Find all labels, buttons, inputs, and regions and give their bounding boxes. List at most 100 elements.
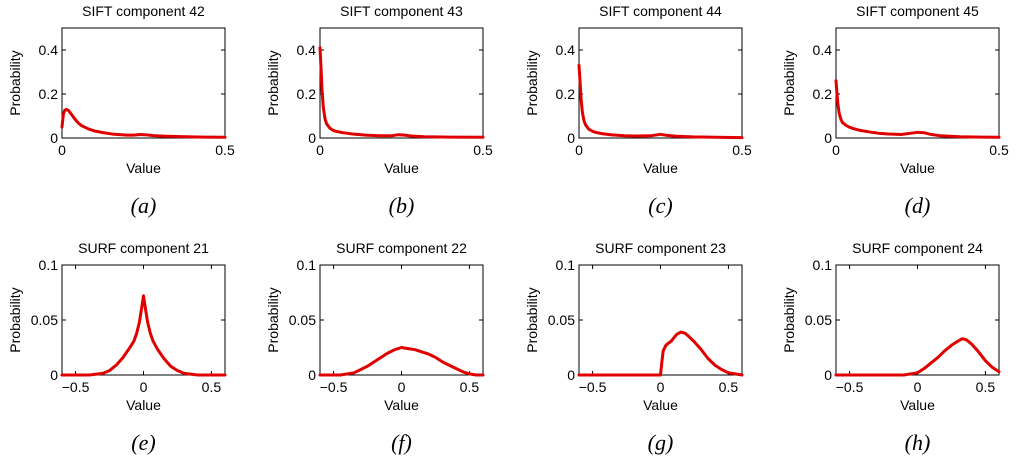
x-axis-label: Value: [126, 160, 161, 176]
series-line: [318, 346, 485, 377]
x-tick-label: 0: [398, 379, 406, 395]
y-tick-label: 0: [824, 130, 832, 146]
y-axis-label: Probability: [7, 287, 23, 352]
chart-title: SIFT component 42: [82, 3, 205, 19]
y-tick-label: 0: [308, 130, 316, 146]
x-tick-label: 0: [657, 379, 665, 395]
chart-panel: SIFT component 42 0 0.5 0 0.2 0.4 Value Probabi…: [7, 3, 235, 218]
x-axis-label: Value: [126, 397, 161, 413]
x-tick-label: 0.5: [732, 142, 752, 158]
y-axis-label: Probability: [265, 50, 281, 115]
y-tick-label: 0.1: [556, 257, 576, 273]
y-tick-label: 0.05: [289, 312, 316, 328]
y-axis-label: Probability: [524, 50, 540, 115]
x-tick-label: 0: [58, 142, 66, 158]
y-axis-label: Probability: [7, 50, 23, 115]
plot-frame: [578, 27, 743, 139]
y-tick-label: 0: [308, 367, 316, 383]
y-tick-label: 0.4: [297, 42, 317, 58]
y-tick-label: 0.1: [297, 257, 317, 273]
y-axis-label: Probability: [265, 287, 281, 352]
series-line: [577, 330, 744, 377]
plot-frame: [578, 264, 743, 376]
y-tick-label: 0.2: [39, 86, 59, 102]
x-tick-label: 0: [914, 379, 922, 395]
x-tick-label: −0.5: [62, 379, 90, 395]
x-axis-label: Value: [900, 397, 935, 413]
y-tick-label: 0: [824, 367, 832, 383]
panel-caption: (b): [389, 193, 415, 218]
y-tick-label: 0.05: [548, 312, 575, 328]
x-tick-label: −0.5: [579, 379, 607, 395]
chart-title: SIFT component 44: [599, 3, 722, 19]
y-axis-label: Probability: [524, 287, 540, 352]
x-tick-label: −0.5: [320, 379, 348, 395]
chart-panel: SIFT component 45 0 0.5 0 0.2 0.4 Value Probabi…: [781, 3, 1009, 218]
plot-frame: [319, 27, 484, 139]
y-tick-label: 0.05: [805, 312, 832, 328]
y-tick-label: 0: [567, 130, 575, 146]
y-tick-label: 0.05: [31, 312, 58, 328]
y-tick-label: 0.4: [39, 42, 59, 58]
x-tick-label: 0: [832, 142, 840, 158]
chart-title: SURF component 24: [852, 240, 983, 256]
panel-caption: (c): [648, 193, 672, 218]
y-tick-label: 0.1: [813, 257, 833, 273]
panel-caption: (d): [905, 193, 931, 218]
plot-frame: [835, 264, 1000, 376]
y-tick-label: 0.2: [297, 86, 317, 102]
x-tick-label: 0.5: [202, 379, 222, 395]
y-tick-label: 0.2: [556, 86, 576, 102]
y-tick-label: 0: [50, 367, 58, 383]
panel-caption: (g): [648, 430, 674, 455]
chart-panel: SURF component 24−0.5 0 0.500.050.1ValuePr…: [781, 240, 1001, 455]
series-line: [60, 107, 227, 139]
chart-title: SIFT component 43: [340, 3, 463, 19]
chart-panel: SIFT component 43 0 0.5 0 0.2 0.4 Value Probabi…: [265, 3, 493, 218]
chart-title: SIFT component 45: [856, 3, 979, 19]
y-axis-label: Probability: [781, 50, 797, 115]
x-tick-label: 0.5: [215, 142, 235, 158]
chart-panel: SURF component 21−0.5 0 0.500.050.1ValuePr…: [7, 240, 227, 455]
series-line: [834, 337, 1001, 377]
x-tick-label: 0.5: [473, 142, 493, 158]
series-line: [577, 63, 744, 140]
chart-panel: SURF component 23−0.5 0 0.500.050.1ValuePr…: [524, 240, 744, 455]
chart-panel: SURF component 22−0.5 0 0.500.050.1ValuePr…: [265, 240, 485, 455]
panel-caption: (a): [131, 193, 157, 218]
y-tick-label: 0: [50, 130, 58, 146]
plot-frame: [61, 264, 226, 376]
chart-title: SURF component 21: [78, 240, 209, 256]
panel-caption: (h): [905, 430, 931, 455]
x-tick-label: 0: [575, 142, 583, 158]
y-tick-label: 0.4: [813, 42, 833, 58]
plot-frame: [319, 264, 484, 376]
panel-caption: (f): [391, 430, 412, 455]
x-axis-label: Value: [643, 160, 678, 176]
x-tick-label: 0.5: [989, 142, 1009, 158]
chart-panel: SIFT component 44 0 0.5 0 0.2 0.4 Value Probabi…: [524, 3, 752, 218]
x-tick-label: 0.5: [719, 379, 739, 395]
chart-title: SURF component 22: [336, 240, 467, 256]
x-axis-label: Value: [384, 397, 419, 413]
series-line: [318, 46, 485, 139]
series-line: [834, 79, 1001, 139]
plot-frame: [835, 27, 1000, 139]
panel-caption: (e): [131, 430, 155, 455]
y-tick-label: 0: [567, 367, 575, 383]
y-tick-label: 0.4: [556, 42, 576, 58]
x-axis-label: Value: [384, 160, 419, 176]
x-tick-label: 0: [316, 142, 324, 158]
chart-title: SURF component 23: [595, 240, 726, 256]
x-tick-label: −0.5: [836, 379, 864, 395]
x-axis-label: Value: [643, 397, 678, 413]
x-tick-label: 0: [140, 379, 148, 395]
series-line: [60, 294, 227, 377]
y-tick-label: 0.1: [39, 257, 59, 273]
plot-frame: [61, 27, 226, 139]
y-tick-label: 0.2: [813, 86, 833, 102]
x-tick-label: 0.5: [976, 379, 996, 395]
x-tick-label: 0.5: [460, 379, 480, 395]
x-axis-label: Value: [900, 160, 935, 176]
